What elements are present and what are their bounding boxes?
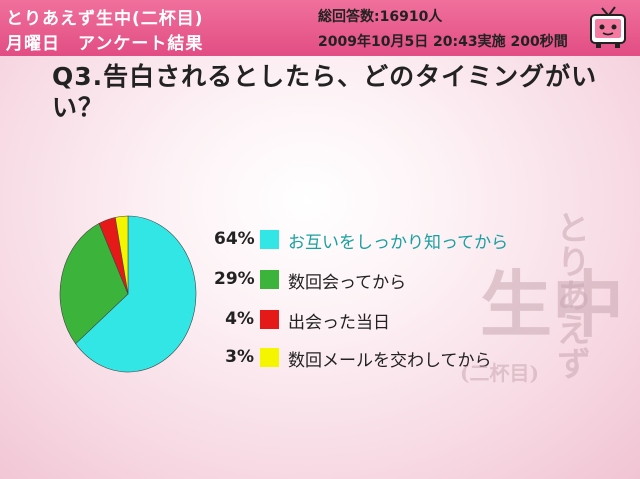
program-title: とりあえず生中(二杯目): [6, 9, 204, 29]
pie-slice-3: [114, 215, 129, 295]
program-logo-watermark: とりあえず 生中 (二杯目): [460, 210, 624, 385]
legend-percent-3: 3%: [225, 347, 254, 367]
legend-label-1: 数回会ってから: [288, 273, 407, 293]
legend-percent-2: 4%: [225, 309, 254, 329]
watermark-line2: 生中: [480, 262, 624, 347]
pie-slice-0: [75, 215, 197, 373]
legend-label-2: 出会った当日: [288, 313, 390, 333]
watermark-line1: とりあえず: [550, 210, 590, 380]
tv-logo-icon: [590, 6, 626, 48]
pie-slice-1: [59, 223, 129, 345]
legend-percent-1: 29%: [214, 269, 255, 289]
survey-date: 2009年10月5日 20:43実施 200秒間: [318, 34, 568, 50]
legend-swatch-1: [260, 270, 279, 289]
watermark-line3: (二杯目): [460, 361, 539, 385]
legend-swatch-3: [260, 348, 279, 367]
legend-label-0: お互いをしっかり知ってから: [288, 233, 509, 253]
legend-label-3: 数回メールを交わしてから: [288, 351, 492, 371]
header-bar: とりあえず生中(二杯目) 月曜日 アンケート結果 総回答数:16910人 200…: [0, 0, 640, 56]
legend-swatch-0: [260, 230, 279, 249]
total-responses: 総回答数:16910人: [318, 9, 443, 25]
question-text: Q3.告白されるとしたら、どのタイミングがいい？: [52, 62, 598, 122]
legend-percent-0: 64%: [214, 229, 255, 249]
legend-swatch-2: [260, 310, 279, 329]
pie-chart: [59, 215, 197, 373]
survey-subtitle: 月曜日 アンケート結果: [6, 34, 204, 54]
